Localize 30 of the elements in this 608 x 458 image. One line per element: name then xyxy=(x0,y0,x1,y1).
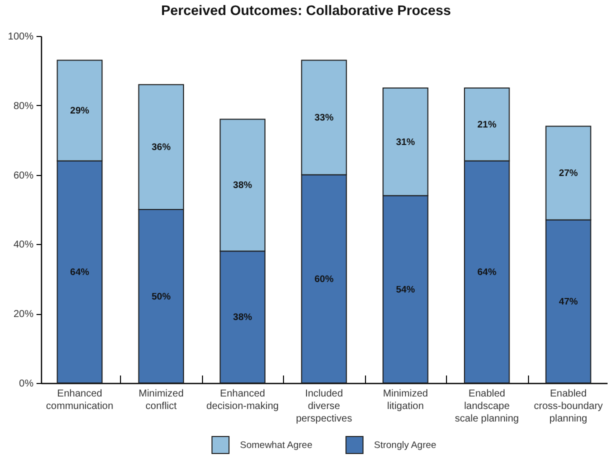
x-tick-label: Enabled landscape scale planning xyxy=(454,388,519,424)
legend-label: Somewhat Agree xyxy=(240,440,312,451)
data-label: 50% xyxy=(152,291,172,302)
y-tick-label: 60% xyxy=(13,170,34,182)
legend-label: Strongly Agree xyxy=(374,440,436,451)
chart-title: Perceived Outcomes: Collaborative Process xyxy=(161,3,452,18)
data-label: 64% xyxy=(477,266,497,278)
data-label: 38% xyxy=(233,180,253,192)
data-label: 29% xyxy=(70,106,90,117)
data-label: 33% xyxy=(314,112,334,124)
y-tick-label: 100% xyxy=(8,32,34,42)
data-label: 36% xyxy=(152,142,172,154)
y-tick-label: 40% xyxy=(13,240,34,251)
y-tick-label: 80% xyxy=(13,100,34,112)
x-tick-label: Enhanced decision-making xyxy=(206,388,279,412)
data-label: 31% xyxy=(396,136,416,148)
data-label: 54% xyxy=(396,284,416,296)
y-tick-label: 0% xyxy=(19,378,34,390)
data-label: 64% xyxy=(70,266,90,278)
x-tick-label: Included diverse perspectives xyxy=(296,388,352,424)
data-label: 47% xyxy=(558,296,578,308)
y-tick-label: 20% xyxy=(13,309,34,320)
data-label: 27% xyxy=(558,168,578,180)
x-tick-label: Enhanced communication xyxy=(46,388,114,412)
data-label: 21% xyxy=(477,119,497,130)
data-label: 60% xyxy=(314,274,334,285)
x-tick-label: Enabled cross-boundary planning xyxy=(534,388,603,424)
data-label: 38% xyxy=(233,312,253,324)
x-tick-label: Minimized conflict xyxy=(138,388,184,412)
x-tick-label: Minimized litigation xyxy=(382,388,428,412)
